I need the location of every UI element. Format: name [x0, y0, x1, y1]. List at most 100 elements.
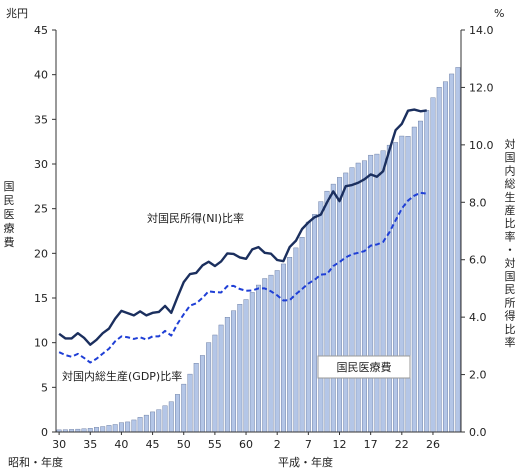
bar	[187, 373, 193, 433]
bar	[442, 81, 448, 433]
bar	[168, 401, 174, 433]
x-tick-label: 35	[83, 438, 97, 451]
left-tick-label: 20	[34, 247, 48, 260]
axes	[55, 30, 462, 433]
bar	[106, 425, 112, 433]
bar	[143, 414, 149, 433]
bar	[293, 247, 299, 433]
left-tick-label: 45	[34, 24, 48, 37]
bar	[199, 355, 205, 433]
x-axis-label-showa: 昭和・年度	[8, 455, 63, 469]
left-tick-labels: 0 5 10 15 20 25 30 35 40 45	[34, 24, 56, 439]
bar-series	[56, 67, 461, 433]
bar	[349, 167, 355, 433]
bar	[118, 422, 124, 433]
left-unit-label: 兆円	[6, 7, 28, 20]
bar	[100, 426, 106, 433]
bar	[330, 183, 336, 433]
nme-annotation-box	[317, 355, 411, 379]
bar	[181, 383, 187, 433]
right-axis-title-text: 対国内総生産比率・対国民所得比率	[505, 137, 516, 349]
left-tick-label: 0	[41, 426, 48, 439]
x-tick-label: 30	[52, 438, 66, 451]
right-tick-label: 8.0	[469, 196, 487, 209]
bar	[430, 97, 436, 433]
bar	[355, 162, 361, 433]
left-axis-title: 国民医療費	[4, 180, 15, 249]
bar	[262, 278, 268, 433]
x-tick-label: 40	[114, 438, 128, 451]
bar	[137, 417, 143, 433]
ni-ratio-annotation: 対国民所得(NI)比率	[147, 211, 244, 225]
bar	[393, 142, 399, 433]
bar	[256, 284, 261, 433]
line-series	[58, 108, 427, 364]
bar	[218, 324, 224, 433]
bar	[411, 126, 417, 433]
bar	[112, 424, 118, 433]
gdp-ratio-annotation: 対国内総生産(GDP)比率	[62, 369, 182, 383]
x-tick-label: 50	[177, 438, 191, 451]
right-tick-label: 0.0	[469, 426, 487, 439]
bar	[312, 214, 318, 433]
bar	[343, 172, 349, 433]
right-tick-label: 12.0	[469, 81, 494, 94]
bar	[175, 394, 180, 433]
bar	[231, 310, 237, 433]
right-unit-label: %	[494, 7, 504, 20]
left-tick-label: 40	[34, 69, 48, 82]
x-tick-label: 2	[274, 438, 281, 451]
bar	[206, 342, 212, 433]
bar	[399, 135, 405, 433]
bar	[337, 177, 342, 433]
bar	[374, 153, 380, 433]
bar	[94, 427, 99, 433]
bar	[424, 110, 430, 433]
x-tick-label: 55	[208, 438, 222, 451]
x-tick-labels: 30 35 40 45 50 55 60 2 7 12 17 22 26	[52, 432, 440, 451]
bar	[237, 304, 243, 433]
bar	[280, 263, 286, 433]
bar	[243, 299, 249, 433]
right-tick-label: 14.0	[469, 24, 494, 37]
x-tick-label: 45	[146, 438, 160, 451]
x-tick-label: 60	[239, 438, 253, 451]
right-tick-labels: 0.0 2.0 4.0 6.0 8.0 10.0 12.0 14.0	[461, 24, 494, 439]
x-tick-label: 26	[426, 438, 440, 451]
bar	[436, 87, 442, 433]
bar	[87, 428, 93, 433]
bar	[193, 363, 199, 433]
right-axis-title: 対国内総生産比率・対国民所得比率	[505, 137, 516, 349]
bar	[268, 274, 274, 433]
left-tick-label: 35	[34, 113, 48, 126]
bar	[156, 409, 162, 433]
bar	[324, 190, 330, 433]
left-tick-label: 15	[34, 292, 48, 305]
right-tick-label: 2.0	[469, 369, 487, 382]
nme-annotation: 国民医療費	[337, 360, 392, 374]
right-tick-label: 4.0	[469, 311, 487, 324]
bar	[162, 405, 168, 433]
bar	[212, 334, 218, 433]
left-tick-label: 5	[41, 381, 48, 394]
bar	[299, 237, 305, 433]
bar	[380, 150, 386, 433]
left-axis-title-text: 国民医療費	[4, 180, 15, 249]
bar	[455, 67, 461, 433]
bar	[305, 221, 311, 433]
left-tick-label: 10	[34, 337, 48, 350]
bar	[131, 419, 137, 433]
left-tick-label: 30	[34, 158, 48, 171]
x-axis-label-heisei: 平成・年度	[278, 455, 333, 469]
bar	[150, 411, 156, 433]
bar	[249, 292, 255, 433]
bar	[318, 201, 324, 433]
bar	[386, 144, 392, 433]
right-tick-label: 6.0	[469, 254, 487, 267]
bar	[287, 257, 293, 433]
right-tick-label: 10.0	[469, 139, 494, 152]
bar	[418, 120, 423, 433]
x-tick-label: 17	[364, 438, 378, 451]
left-tick-label: 25	[34, 203, 48, 216]
